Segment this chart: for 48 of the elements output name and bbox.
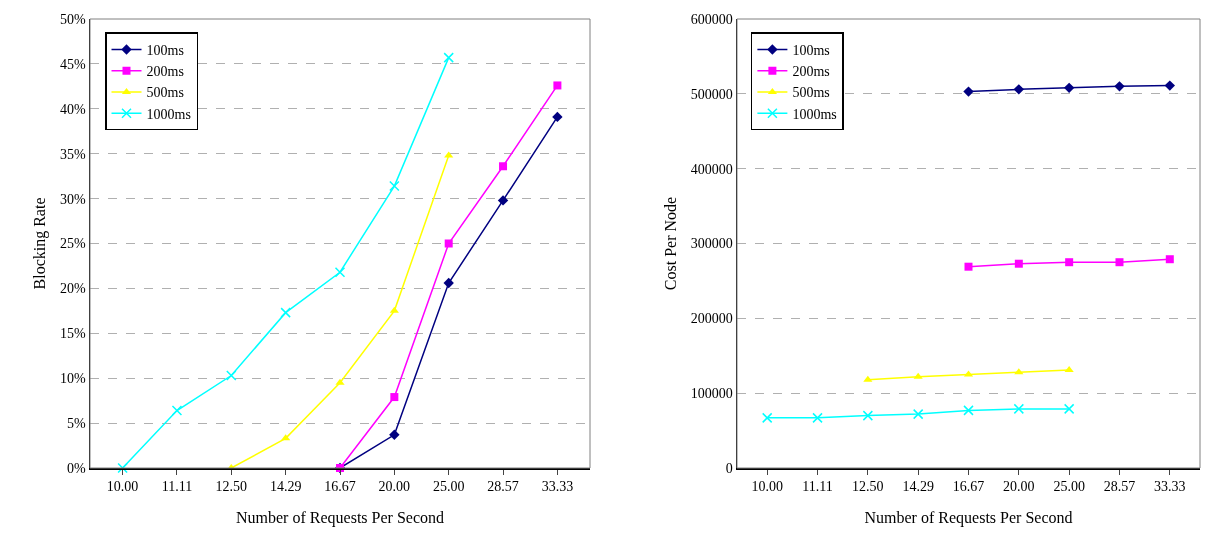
- y-tick-label: 10%: [60, 371, 87, 387]
- x-tick-label: 10.00: [106, 479, 139, 495]
- y-tick-label: 500000: [690, 86, 733, 102]
- x-tick-label: 14.29: [902, 479, 934, 495]
- legend-label: 1000ms: [792, 106, 837, 122]
- x-tick-label: 16.67: [952, 479, 985, 495]
- x-tick-label: 25.00: [1053, 479, 1085, 495]
- y-tick-label: 300000: [690, 236, 733, 252]
- x-tick-label: 28.57: [487, 479, 519, 495]
- legend-label: 1000ms: [146, 106, 191, 122]
- y-tick-label: 5%: [67, 416, 87, 431]
- x-tick-label: 25.00: [432, 479, 465, 495]
- y-tick-label: 30%: [60, 191, 87, 207]
- x-tick-label: 16.67: [324, 479, 356, 495]
- y-tick-label: 15%: [60, 326, 87, 342]
- y-tick-label: 20%: [60, 281, 87, 297]
- y-tick-label: 40%: [60, 101, 87, 117]
- y-tick-label: 45%: [60, 56, 87, 72]
- y-axis-title: Blocking Rate: [31, 197, 50, 290]
- y-tick-label: 600000: [690, 11, 733, 27]
- x-tick-label: 11.11: [802, 479, 833, 495]
- legend-label: 100ms: [792, 43, 830, 59]
- y-axis-title: Cost Per Node: [661, 196, 679, 291]
- x-tick-label: 33.33: [1154, 479, 1186, 495]
- y-tick-label: 100000: [690, 386, 733, 402]
- y-tick-label: 25%: [60, 236, 87, 252]
- x-tick-label: 28.57: [1103, 479, 1136, 495]
- y-tick-label: 200000: [690, 311, 733, 327]
- x-tick-label: 20.00: [1003, 479, 1035, 495]
- x-tick-label: 20.00: [378, 479, 411, 495]
- y-tick-label: 0: [725, 460, 733, 476]
- x-tick-label: 12.50: [852, 479, 884, 495]
- x-axis-title: Number of Requests Per Second: [864, 508, 1073, 527]
- x-tick-label: 10.00: [751, 479, 783, 495]
- y-tick-label: 0%: [67, 460, 87, 476]
- legend-label: 200ms: [146, 64, 184, 80]
- x-axis-title: Number of Requests Per Second: [236, 508, 444, 527]
- y-tick-label: 400000: [690, 161, 733, 177]
- x-tick-label: 12.50: [215, 479, 248, 495]
- x-tick-label: 14.29: [269, 479, 302, 495]
- x-tick-label: 11.11: [161, 479, 193, 495]
- legend-label: 500ms: [146, 85, 184, 101]
- legend-label: 100ms: [146, 43, 184, 59]
- x-tick-label: 33.33: [541, 479, 574, 495]
- y-tick-label: 35%: [60, 146, 87, 162]
- y-tick-label: 50%: [60, 11, 87, 27]
- legend-label: 500ms: [792, 85, 830, 101]
- legend-label: 200ms: [792, 64, 830, 80]
